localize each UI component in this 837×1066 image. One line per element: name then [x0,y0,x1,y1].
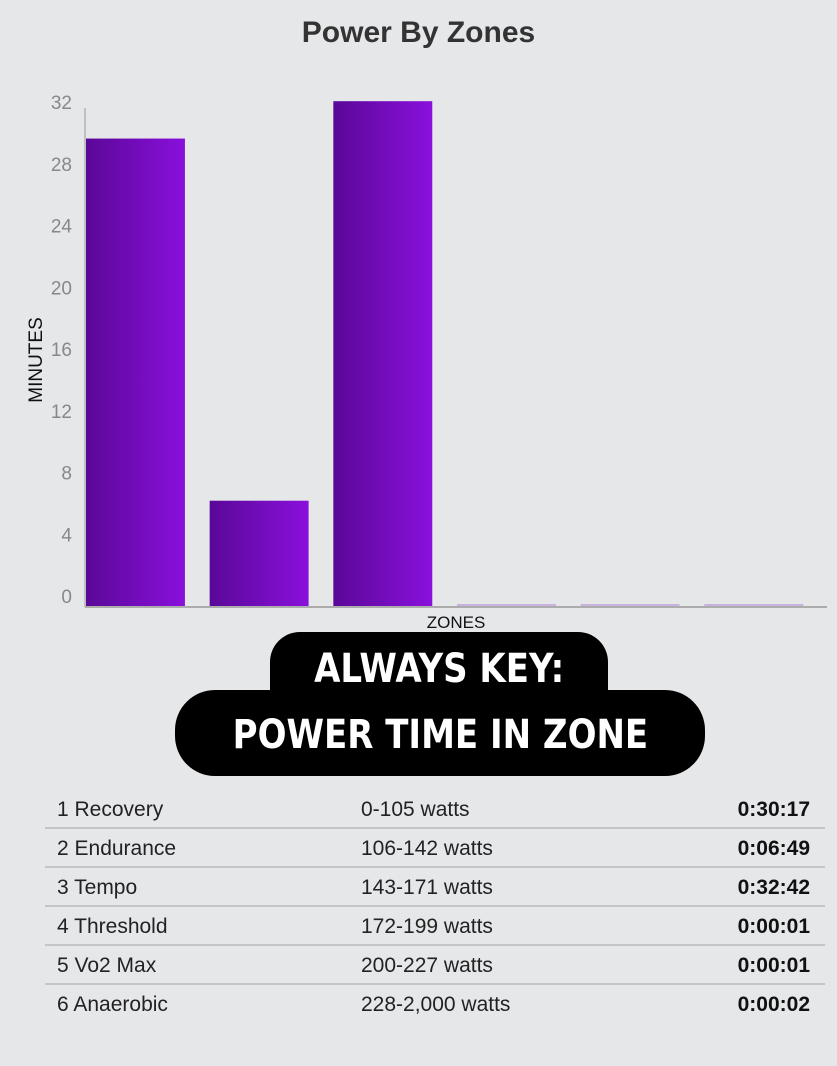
table-row: 2 Endurance 106-142 watts 0:06:49 [45,829,825,868]
y-tick-label: 8 [61,464,72,485]
zone-time: 0:32:42 [737,876,810,899]
zone-range: 200-227 watts [361,954,493,977]
y-tick-label: 16 [51,340,72,361]
y-tick-label: 0 [61,587,72,608]
zone-time: 0:00:01 [737,915,810,938]
zones-table: 1 Recovery 0-105 watts 0:30:17 2 Endurance 1… [45,790,825,1022]
zone-name: 4 Threshold [57,915,168,938]
y-tick-label: 24 [51,217,73,238]
bar-zone-6 [704,604,804,606]
bar-zone-1 [86,138,185,607]
bar-zone-5 [580,604,680,606]
banner-line-2: POWER TIME IN ZONE [175,690,705,776]
zone-name: 1 Recovery [57,798,164,821]
y-tick-label: 12 [51,402,72,423]
y-tick-label: 32 [51,93,72,114]
zone-time: 0:00:01 [737,954,810,977]
x-axis-label: ZONES [427,613,486,632]
table-row: 6 Anaerobic 228-2,000 watts 0:00:02 [45,985,825,1022]
bar-zone-3 [333,101,433,606]
y-tick-label: 20 [51,278,72,299]
y-tick-label: 4 [61,525,72,546]
zone-name: 5 Vo2 Max [57,954,157,977]
zone-range: 172-199 watts [361,915,493,938]
bar-zone-4 [457,604,556,606]
zone-time: 0:30:17 [737,798,810,821]
table-row: 1 Recovery 0-105 watts 0:30:17 [45,790,825,829]
table-row: 3 Tempo 143-171 watts 0:32:42 [45,868,825,907]
zone-time: 0:06:49 [737,837,810,860]
zone-range: 0-105 watts [361,798,470,821]
zone-range: 143-171 watts [361,876,493,899]
zone-name: 6 Anaerobic [57,993,168,1016]
table-row: 5 Vo2 Max 200-227 watts 0:00:01 [45,946,825,985]
zone-range: 228-2,000 watts [361,993,511,1016]
bar-chart: 0 4 8 12 16 20 24 28 32 ZONES MINUTES [26,93,827,632]
bar-zone-2 [209,500,309,606]
table-row: 4 Threshold 172-199 watts 0:00:01 [45,907,825,946]
zone-time: 0:00:02 [737,993,810,1016]
zone-range: 106-142 watts [361,837,493,860]
y-axis-label: MINUTES [26,317,47,403]
chart-title: Power By Zones [301,16,536,49]
zone-name: 3 Tempo [57,876,138,899]
zone-name: 2 Endurance [57,837,177,860]
y-tick-label: 28 [51,155,72,176]
